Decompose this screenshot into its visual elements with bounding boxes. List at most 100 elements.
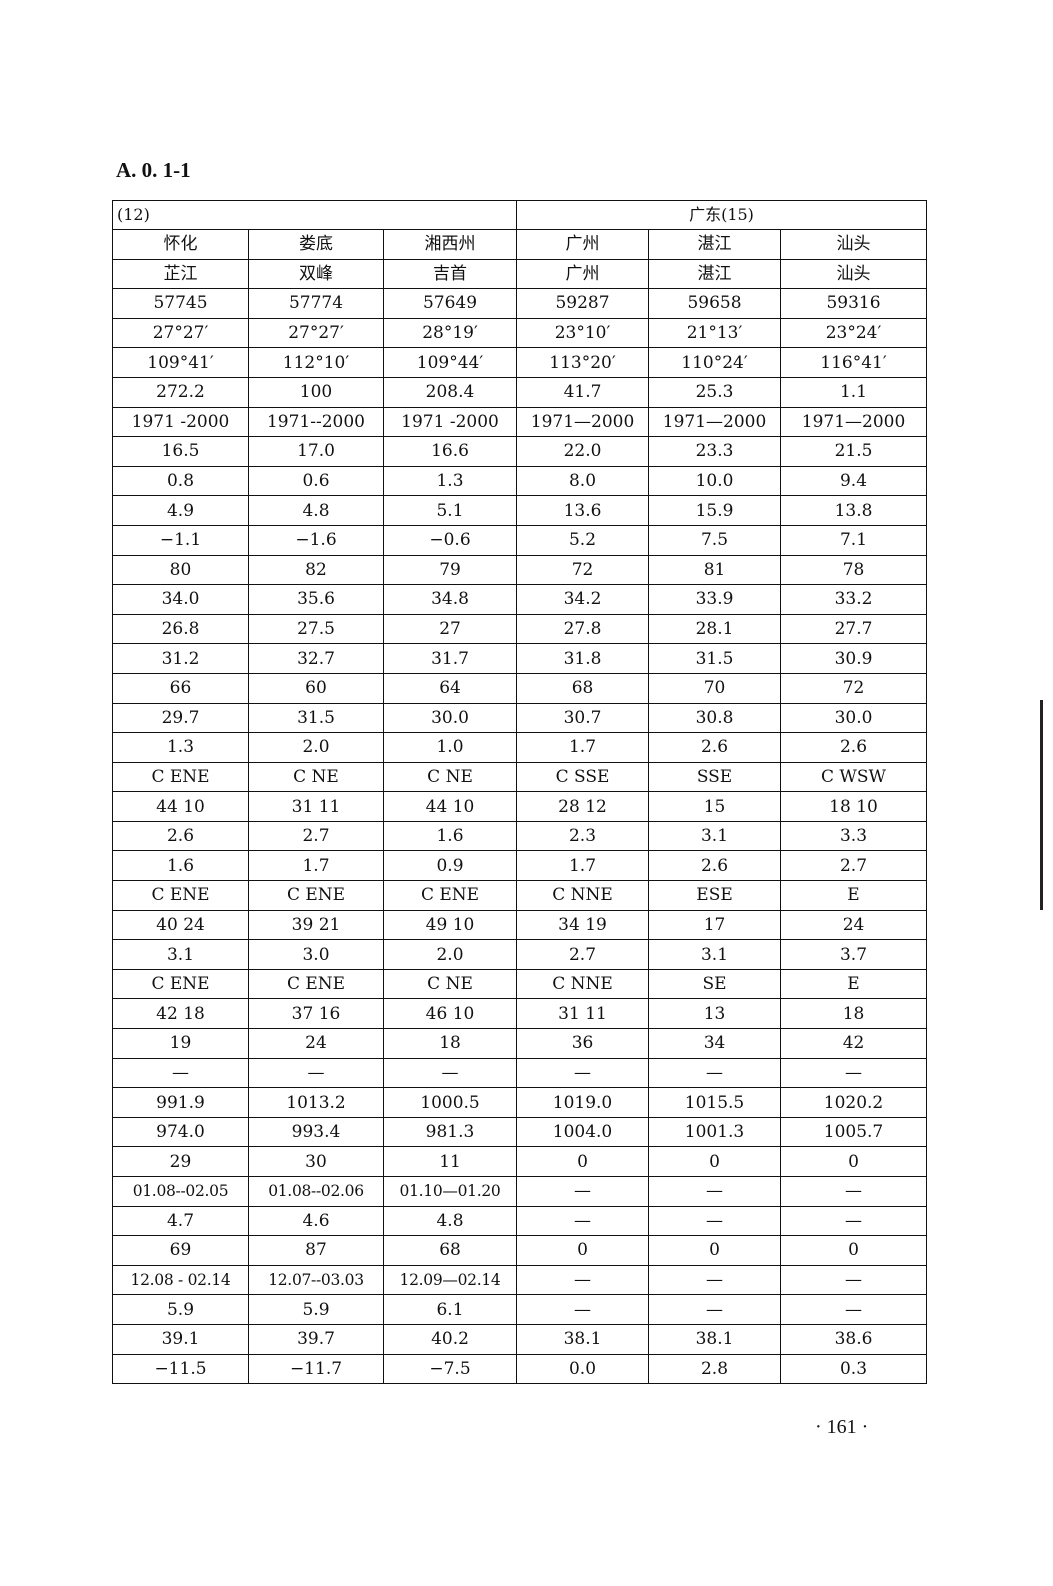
table-cell: 272.2 (112, 376, 249, 408)
table-cell: 5.1 (382, 495, 518, 526)
table-cell: — (648, 1176, 782, 1207)
table-cell: 38.1 (516, 1323, 650, 1355)
table-cell: 993.4 (248, 1116, 384, 1148)
table-row: 16.5 17.0 16.6 22.0 23.3 21.5 (112, 436, 928, 467)
table-cell: — (382, 1057, 518, 1089)
table-row: 1971 -2000 1971--2000 1971 -2000 1971—2000 1… (112, 406, 928, 438)
table-cell: −1.6 (248, 524, 384, 556)
table-cell: 19 (112, 1028, 249, 1059)
table-cell: 34 (648, 1028, 782, 1059)
table-cell: 1.3 (382, 465, 518, 497)
table-cell: 娄底 (248, 229, 384, 260)
table-cell: 40.2 (382, 1323, 518, 1355)
table-cell: 0 (780, 1235, 928, 1266)
table-cell: −1.1 (112, 524, 249, 556)
table-cell: C ENE (248, 968, 384, 1000)
table-row: 0.8 0.6 1.3 8.0 10.0 9.4 (112, 465, 928, 497)
table-cell: 5.2 (516, 524, 650, 556)
table-cell: 39.7 (248, 1323, 384, 1355)
table-cell: 64 (382, 672, 518, 704)
table-cell: 0 (780, 1146, 928, 1177)
table-cell: 37 16 (248, 998, 384, 1030)
table-cell: 31.8 (516, 643, 650, 674)
table-cell: 01.08--02.06 (248, 1176, 384, 1207)
table-cell: 4.7 (112, 1205, 249, 1237)
table-cell: 16.6 (382, 436, 518, 467)
table-cell: 4.8 (248, 495, 384, 526)
table-cell: 湛江 (648, 229, 782, 260)
table-cell: 怀化 (112, 229, 249, 260)
table-cell: 9.4 (780, 465, 928, 497)
table-cell: 18 10 (780, 791, 928, 822)
table-row: 26.8 27.5 27 27.8 28.1 27.7 (112, 613, 928, 645)
table-cell: 22.0 (516, 436, 650, 467)
table-cell: 1971—2000 (780, 406, 928, 438)
table-cell: 31 11 (248, 791, 384, 822)
table-cell: 2.0 (382, 939, 518, 970)
table-cell: 208.4 (382, 376, 518, 408)
table-cell: 2.6 (648, 850, 782, 882)
table-cell: 汕头 (780, 229, 928, 260)
table-cell: 1971 -2000 (112, 406, 249, 438)
table-cell: 0.3 (780, 1353, 928, 1385)
table-cell: 4.8 (382, 1205, 518, 1237)
table-header-row: (12) 广东(15) (111, 200, 928, 230)
table-cell: 1.7 (516, 850, 650, 882)
table-cell: 82 (248, 554, 384, 586)
table-cell: SSE (648, 761, 782, 793)
table-cell: 12.08 - 02.14 (112, 1264, 249, 1296)
table-cell: 59287 (516, 288, 650, 319)
table-cell: 42 (780, 1028, 928, 1059)
table-cell: 4.9 (112, 495, 249, 526)
table-cell: 3.1 (648, 820, 782, 852)
table-cell: 1971—2000 (516, 406, 650, 438)
table-cell: 18 (382, 1028, 518, 1059)
table-cell: 1.1 (780, 376, 928, 408)
table-cell: 42 18 (112, 998, 249, 1030)
table-row: 57745 57774 57649 59287 59658 59316 (112, 288, 928, 319)
table-cell: 112°10′ (248, 347, 384, 378)
table-cell: 29.7 (112, 702, 249, 734)
table-cell: C ENE (112, 968, 249, 1000)
table-cell: 38.1 (648, 1323, 782, 1355)
table-row: 19 24 18 36 34 42 (112, 1028, 928, 1059)
table-cell: 27°27′ (112, 317, 249, 349)
table-cell: — (248, 1057, 384, 1089)
table-cell: 1019.0 (516, 1087, 650, 1118)
table-cell: 01.10—01.20 (382, 1176, 518, 1207)
table-cell: — (516, 1264, 650, 1296)
table-cell: 31.2 (112, 643, 249, 674)
table-cell: 34.2 (516, 584, 650, 615)
table-cell: 991.9 (112, 1087, 249, 1118)
table-cell: 1971 -2000 (382, 406, 518, 438)
table-cell: — (648, 1057, 782, 1089)
table-row: C ENE C NE C NE C SSE SSE C WSW (112, 761, 928, 793)
table-cell: 3.1 (648, 939, 782, 970)
table-cell: 3.7 (780, 939, 928, 970)
table-row: 44 10 31 11 44 10 28 12 15 18 10 (112, 791, 928, 822)
table-cell: C WSW (780, 761, 928, 793)
table-cell: 27 (382, 613, 518, 645)
table-cell: 30.0 (382, 702, 518, 734)
table-row: −11.5 −11.7 −7.5 0.0 2.8 0.3 (112, 1353, 928, 1385)
table-cell: 81 (648, 554, 782, 586)
table-cell: 100 (248, 376, 384, 408)
table-row: 5.9 5.9 6.1— — — (112, 1294, 928, 1325)
table-cell: −11.5 (112, 1353, 249, 1385)
table-cell: 31.5 (648, 643, 782, 674)
table-cell: 57649 (382, 288, 518, 319)
table-cell: 68 (516, 672, 650, 704)
table-cell: 12.09—02.14 (382, 1264, 518, 1296)
table-cell: 1.6 (382, 820, 518, 852)
table-cell: 3.1 (112, 939, 249, 970)
table-cell: 46 10 (382, 998, 518, 1030)
table-cell: 70 (648, 672, 782, 704)
table-row: 29 30 11 0 0 0 (112, 1146, 928, 1177)
table-cell: 24 (248, 1028, 384, 1059)
table-row: 991.9 1013.2 1000.5 1019.0 1015.5 1020.2 (112, 1087, 928, 1118)
table-cell: 1.3 (112, 732, 249, 763)
table-cell: 1005.7 (780, 1116, 928, 1148)
table-cell: 16.5 (112, 436, 249, 467)
table-cell: 0.8 (112, 465, 249, 497)
table-cell: 72 (780, 672, 928, 704)
